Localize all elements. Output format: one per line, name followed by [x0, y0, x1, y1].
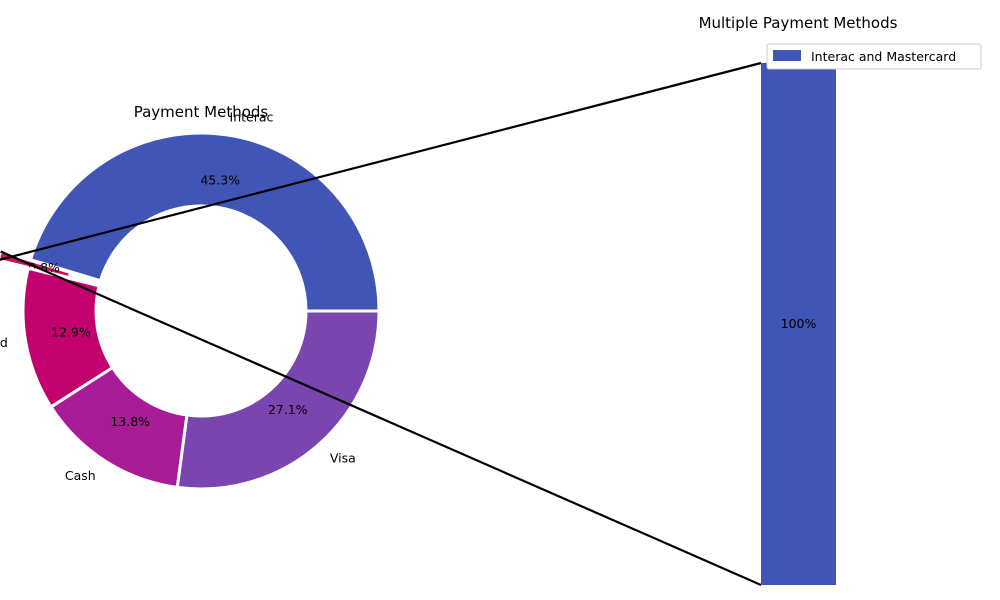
category-label-visa: Visa	[330, 450, 356, 465]
bar-chart-title: Multiple Payment Methods	[699, 14, 898, 32]
pct-label-visa: 27.1%	[268, 402, 308, 417]
stacked-bar-chart: 100%	[761, 63, 836, 585]
category-label-mastercard: Mastercard	[0, 335, 8, 350]
connector-line-top	[0, 61, 762, 261]
pct-label-cash: 13.8%	[110, 414, 150, 429]
pct-label-interac: 45.3%	[200, 173, 240, 188]
pie-chart-title: Payment Methods	[134, 103, 269, 121]
legend-label: Interac and Mastercard	[811, 49, 956, 64]
category-label-cash: Cash	[65, 468, 96, 483]
bar-segment-interac-and-mastercard	[761, 63, 836, 585]
connector-line-bottom	[0, 250, 762, 587]
bar-legend: Interac and Mastercard	[766, 43, 982, 70]
bar-value-label: 100%	[781, 316, 817, 331]
legend-box	[766, 43, 982, 70]
pct-label-mastercard: 12.9%	[51, 324, 91, 339]
zoom-connector-lines	[0, 61, 762, 587]
legend-swatch	[773, 50, 801, 61]
category-label-interac: Interac	[230, 109, 274, 124]
slice-visa	[175, 309, 381, 491]
